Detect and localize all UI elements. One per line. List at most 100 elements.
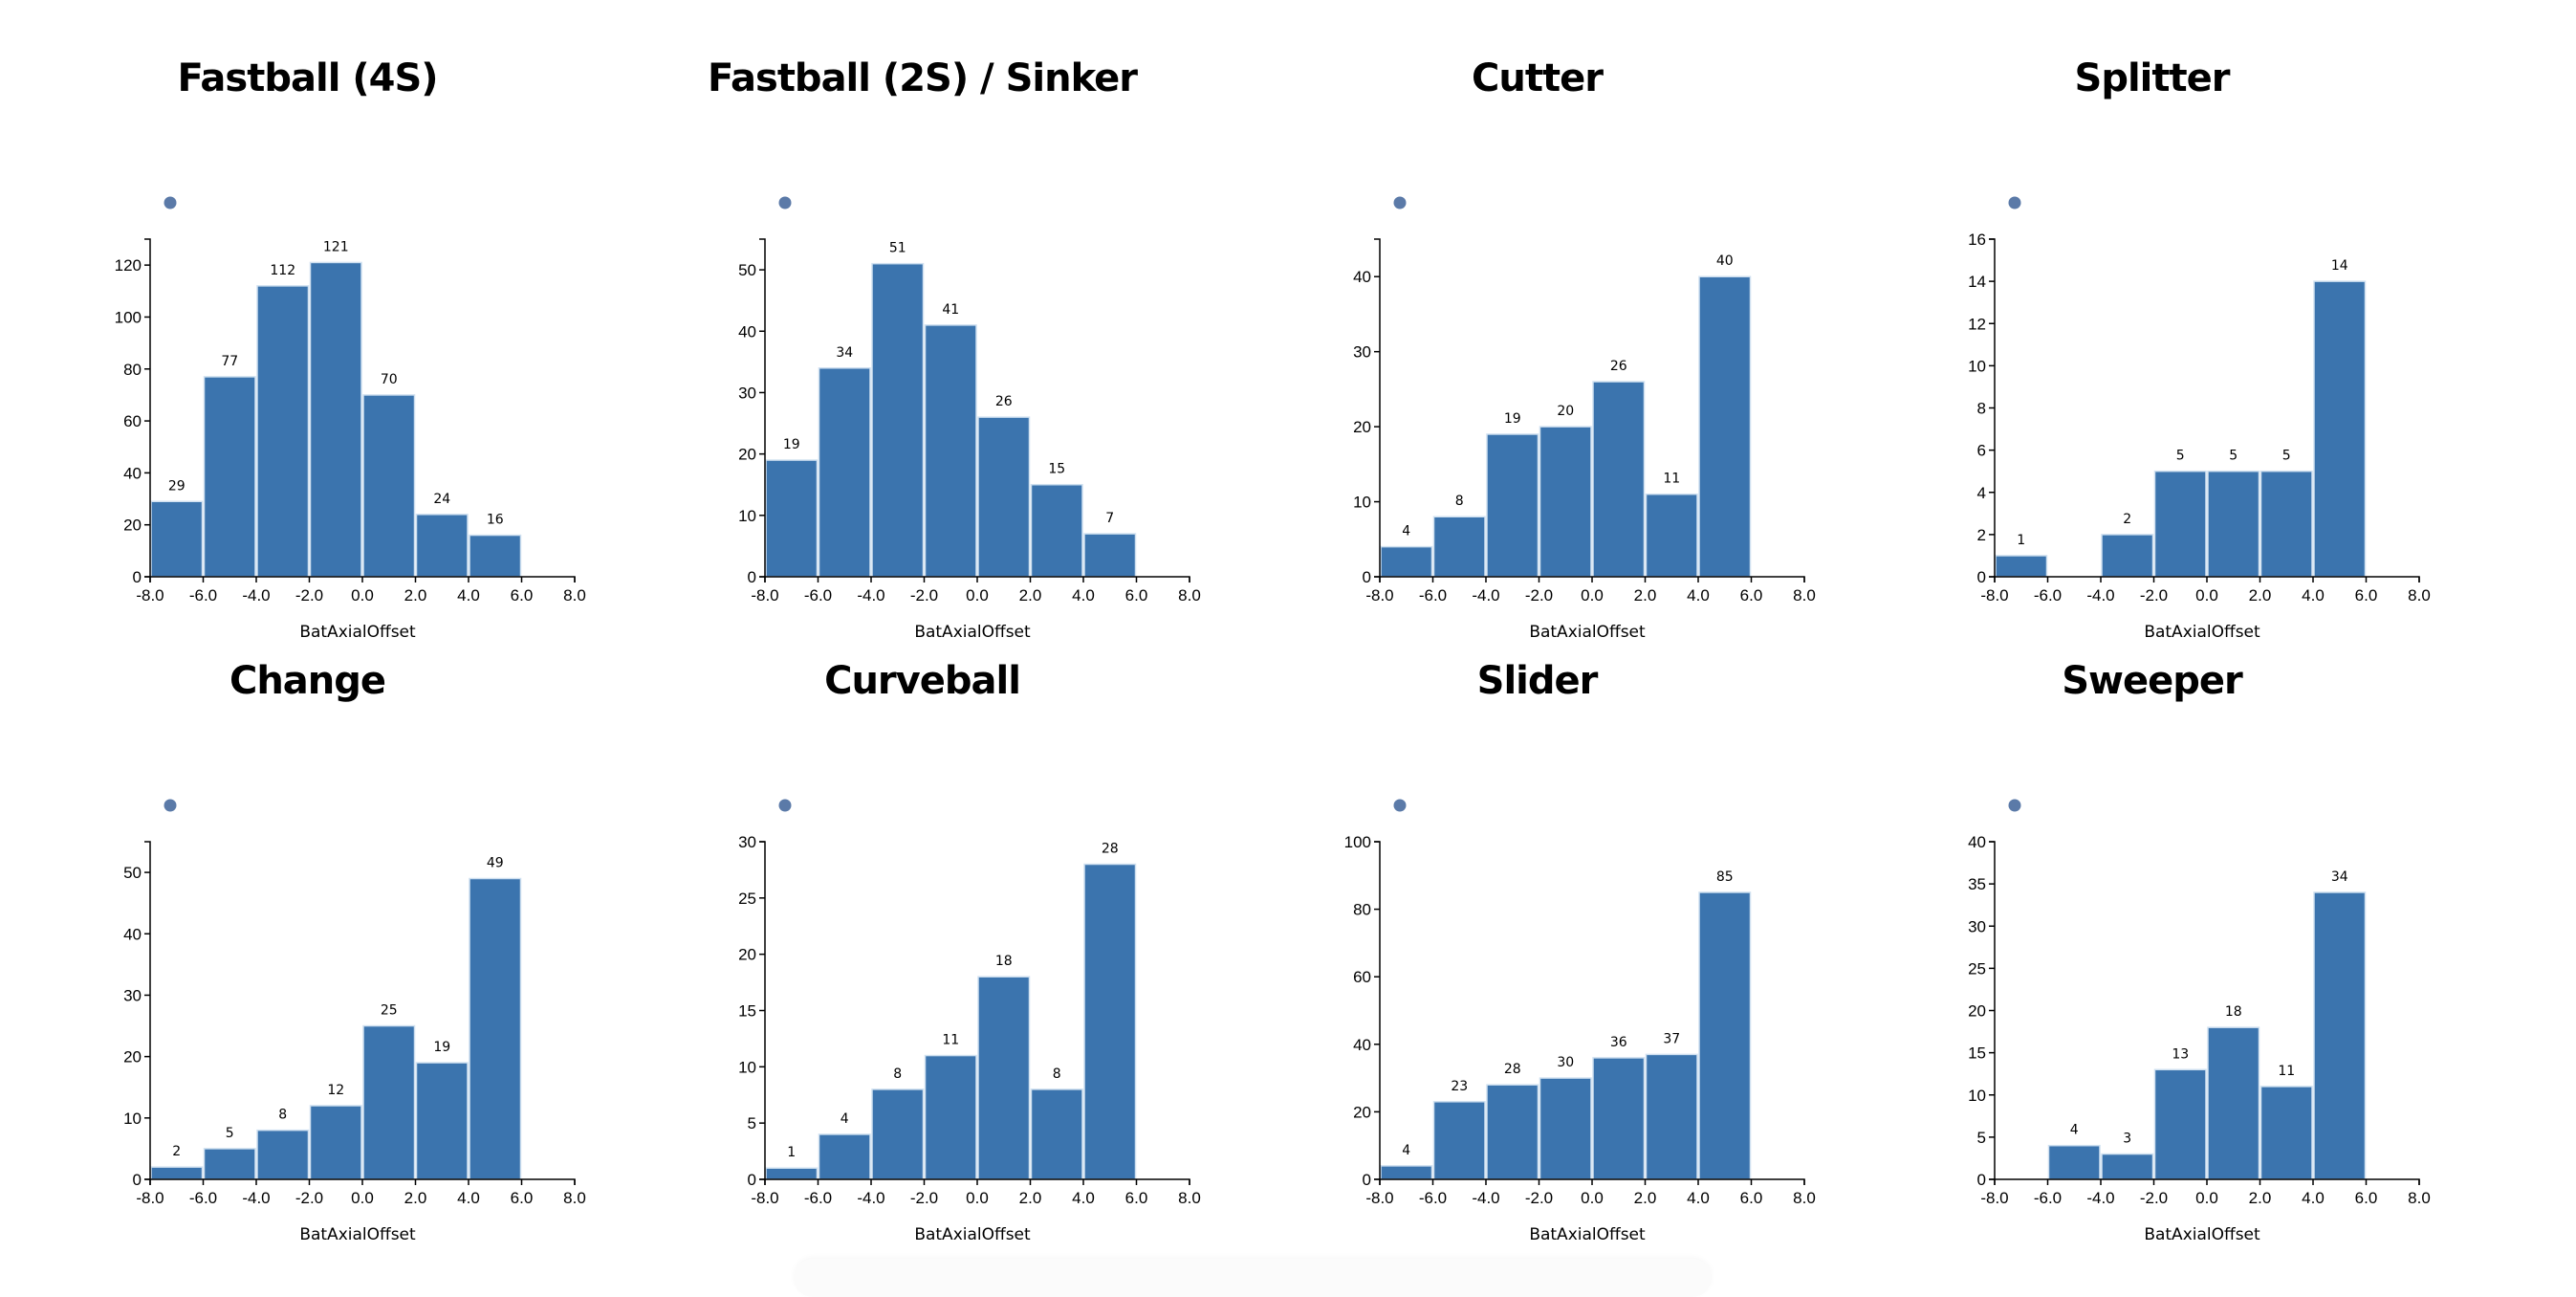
x-tick-label: 6.0 [511, 1189, 534, 1207]
histogram-bar[interactable] [765, 459, 819, 578]
histogram-bar[interactable] [1645, 493, 1698, 578]
histogram-bar[interactable] [1698, 275, 1752, 578]
x-tick-label: 2.0 [2249, 586, 2272, 605]
histogram-bar[interactable] [2259, 470, 2313, 578]
chart-panel-fastball-4s: Fastball (4S) 29 77 112 121 70 24 16 0 20 40 60 80 1… [0, 0, 615, 642]
y-tick-label: 40 [123, 925, 142, 943]
histogram-bar[interactable] [818, 1133, 871, 1180]
x-tick-label: -8.0 [1980, 1189, 2008, 1207]
histogram-bar[interactable] [309, 261, 362, 578]
histogram-bar[interactable] [977, 976, 1031, 1180]
histogram-bar[interactable] [2153, 1068, 2207, 1180]
histogram-bar[interactable] [362, 394, 416, 578]
histogram-bar[interactable] [1380, 545, 1433, 578]
histogram-bar[interactable] [765, 1167, 819, 1180]
histogram-bar[interactable] [871, 1088, 925, 1180]
histogram-bar[interactable] [1486, 1084, 1539, 1180]
histogram-bar[interactable] [309, 1105, 362, 1180]
chart-panel-cutter: Cutter 4 8 19 20 26 11 40 0 10 20 30 40 -8.0 -6.0 -4.0… [1230, 0, 1845, 642]
x-tick-label: -4.0 [857, 1189, 884, 1207]
bar-count-label: 18 [2225, 1004, 2242, 1020]
histogram-bar[interactable] [415, 1062, 469, 1180]
histogram-bar[interactable] [1030, 1088, 1083, 1180]
histogram-bar[interactable] [2207, 470, 2260, 578]
histogram-bar[interactable] [2313, 280, 2367, 578]
y-tick-label: 120 [115, 256, 142, 275]
histogram-bar[interactable] [256, 1129, 310, 1180]
histogram-bar[interactable] [1539, 426, 1592, 578]
histogram-bar[interactable] [2101, 1153, 2154, 1180]
histogram-bar[interactable] [2101, 534, 2154, 578]
histogram-bar[interactable] [1592, 1057, 1646, 1180]
histogram-bar[interactable] [1486, 433, 1539, 578]
x-tick-label: 8.0 [563, 1189, 586, 1207]
histogram-svg: 4 3 13 18 11 34 0 5 10 15 20 25 30 35 40 -8.0 -6.0 -4.0 -2… [1968, 799, 2431, 1244]
histogram-bar[interactable] [203, 376, 256, 578]
legend-dot-icon [778, 799, 792, 812]
x-tick-label: -2.0 [2140, 586, 2168, 605]
x-tick-label: -6.0 [189, 1189, 217, 1207]
x-tick-label: 4.0 [2302, 1189, 2325, 1207]
x-tick-label: 0.0 [351, 586, 374, 605]
histogram-bar[interactable] [2207, 1026, 2260, 1180]
bar-count-label: 29 [168, 478, 186, 494]
y-tick-label: 100 [115, 308, 142, 326]
x-tick-label: 4.0 [1687, 1189, 1710, 1207]
y-tick-label: 20 [738, 946, 756, 964]
histogram-bar[interactable] [924, 1054, 977, 1180]
histogram-bar[interactable] [1083, 533, 1137, 578]
y-tick-label: 10 [1968, 357, 1986, 375]
histogram-bar[interactable] [203, 1148, 256, 1180]
histogram-bar[interactable] [469, 534, 522, 578]
y-tick-label: 16 [1968, 231, 1986, 249]
bar-count-label: 40 [1716, 253, 1734, 269]
histogram-bar[interactable] [2259, 1086, 2313, 1180]
y-tick-label: 2 [1977, 526, 1986, 544]
histogram-bar[interactable] [362, 1024, 416, 1180]
bar-count-label: 34 [2331, 869, 2348, 885]
legend-dot-icon [2008, 799, 2021, 812]
histogram-bar[interactable] [818, 367, 871, 578]
histogram-bar[interactable] [871, 262, 925, 578]
x-tick-label: -6.0 [1419, 586, 1447, 605]
histogram-bar[interactable] [977, 416, 1031, 578]
histogram-bar[interactable] [1380, 1165, 1433, 1180]
chart-title: Curveball [824, 659, 1021, 703]
histogram-bar[interactable] [150, 500, 204, 578]
x-tick-label: 6.0 [1125, 586, 1148, 605]
histogram-bar[interactable] [1698, 891, 1752, 1180]
histogram-bar[interactable] [469, 877, 522, 1180]
bar-count-label: 1 [787, 1145, 796, 1160]
histogram-bar[interactable] [2313, 891, 2367, 1180]
histogram-bar[interactable] [1645, 1053, 1698, 1180]
histogram-bar[interactable] [256, 285, 310, 578]
x-tick-label: 8.0 [1793, 586, 1816, 605]
chart-title: Splitter [2074, 56, 2231, 100]
histogram-bar[interactable] [1592, 381, 1646, 578]
bar-count-label: 11 [2278, 1064, 2295, 1079]
histogram-bar[interactable] [1030, 483, 1083, 578]
histogram-bar[interactable] [150, 1166, 204, 1180]
histogram-bar[interactable] [415, 514, 469, 578]
histogram-bar[interactable] [1432, 1101, 1486, 1180]
y-tick-label: 20 [123, 1048, 142, 1066]
bar-count-label: 51 [889, 241, 906, 256]
histogram-bar[interactable] [1432, 516, 1486, 578]
bar-count-label: 19 [433, 1040, 450, 1055]
x-tick-label: -8.0 [751, 1189, 778, 1207]
histogram-bar[interactable] [2153, 470, 2207, 578]
bar-count-label: 4 [840, 1111, 849, 1127]
histogram-bar[interactable] [1083, 863, 1137, 1180]
chart-title: Slider [1476, 659, 1599, 703]
x-tick-label: -4.0 [1472, 1189, 1499, 1207]
y-tick-label: 100 [1344, 833, 1371, 851]
histogram-bar[interactable] [1539, 1077, 1592, 1180]
histogram-bar[interactable] [2047, 1144, 2101, 1180]
x-axis-title: BatAxialOffset [914, 623, 1031, 642]
x-axis-title: BatAxialOffset [2144, 623, 2260, 642]
histogram-bar[interactable] [1995, 555, 2048, 578]
y-axis-line [144, 841, 151, 1180]
x-tick-label: 2.0 [1019, 1189, 1042, 1207]
histogram-bar[interactable] [924, 324, 977, 578]
